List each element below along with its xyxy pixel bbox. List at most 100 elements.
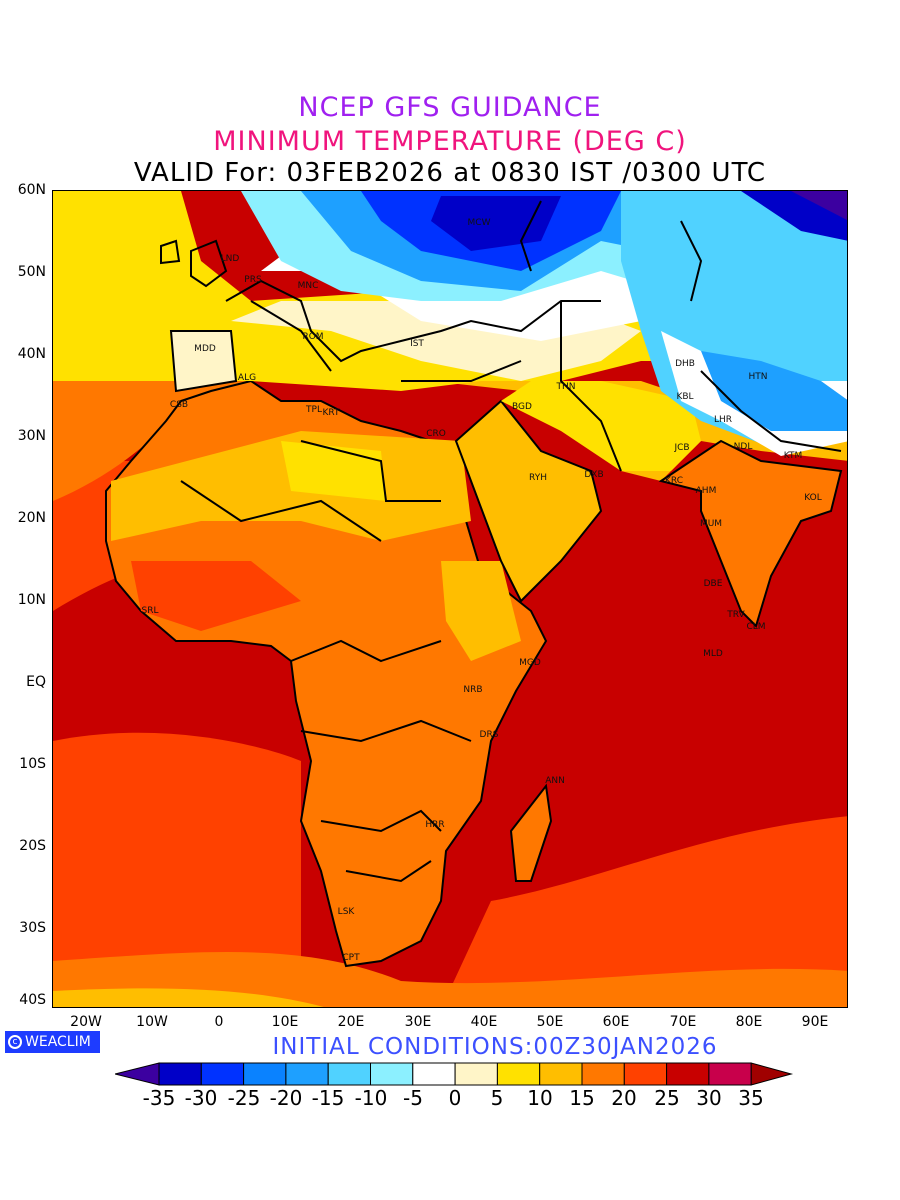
lon-label: 10W	[136, 1014, 168, 1030]
colorbar-label: -5	[403, 1086, 423, 1110]
city-label: MGD	[519, 658, 541, 668]
city-label: JCB	[674, 443, 690, 453]
lat-label: 50N	[17, 264, 46, 280]
colorbar-swatch	[496, 1062, 541, 1086]
colorbar-swatch	[327, 1062, 371, 1086]
city-label: DBE	[703, 579, 723, 589]
title-model: NCEP GFS GUIDANCE	[298, 92, 602, 123]
city-label: TRV	[727, 610, 745, 620]
colorbar-swatch	[581, 1062, 625, 1086]
city-label: ALG	[237, 373, 257, 383]
lat-label: 20S	[19, 838, 46, 854]
lat-label: 10N	[17, 592, 46, 608]
city-label: DHB	[675, 359, 695, 369]
colorbar-label: 15	[569, 1086, 595, 1110]
colorbar-label: 35	[738, 1086, 764, 1110]
city-label: MCW	[467, 218, 491, 228]
colorbar-swatch	[412, 1062, 456, 1086]
city-label: LND	[220, 254, 240, 264]
lon-label: 90E	[801, 1014, 829, 1030]
lat-label: 60N	[17, 182, 46, 198]
title-valid-time: VALID For: 03FEB2026 at 0830 IST /0300 U…	[133, 158, 767, 188]
title-variable: MINIMUM TEMPERATURE (DEG C)	[213, 126, 687, 157]
colorbar-arrow-low	[115, 1062, 160, 1086]
lon-label: 40E	[470, 1014, 498, 1030]
city-label: MNC	[297, 281, 319, 291]
city-label: RYH	[529, 473, 547, 483]
colorbar-swatch	[454, 1062, 498, 1086]
colorbar-label: 25	[654, 1086, 680, 1110]
city-label: LHR	[713, 415, 733, 425]
city-label: AHM	[695, 486, 717, 496]
lat-label: 30N	[17, 428, 46, 444]
weaclim-logo: c WEACLIM	[5, 1031, 100, 1053]
city-label: MLD	[703, 649, 723, 659]
initial-conditions: INITIAL CONDITIONS:00Z30JAN2026	[272, 1034, 718, 1060]
lon-label: 80E	[735, 1014, 763, 1030]
lat-label: EQ	[26, 674, 46, 690]
city-label: TPL	[306, 405, 322, 415]
colorbar-label: -20	[269, 1086, 303, 1110]
city-label: KTM	[783, 451, 803, 461]
city-label: CRO	[426, 429, 446, 439]
city-label: IST	[410, 339, 424, 349]
city-label: PRS	[244, 275, 262, 285]
lat-label: 40N	[17, 346, 46, 362]
city-label: MDD	[194, 344, 216, 354]
city-label: KRT	[322, 408, 340, 418]
lon-label: 0	[214, 1014, 224, 1030]
colorbar-label: 10	[527, 1086, 553, 1110]
city-label: DXB	[584, 470, 604, 480]
colorbar-swatch	[708, 1062, 752, 1086]
colorbar-label: 5	[490, 1086, 504, 1110]
colorbar-label: 0	[448, 1086, 462, 1110]
colorbar-swatch	[623, 1062, 668, 1086]
city-label: NDL	[733, 442, 753, 452]
colorbar-label: 30	[696, 1086, 722, 1110]
colorbar-label: -30	[184, 1086, 218, 1110]
colorbar-label: -15	[311, 1086, 345, 1110]
lat-label: 20N	[17, 510, 46, 526]
lat-label: 10S	[19, 756, 46, 772]
lat-label: 40S	[19, 992, 46, 1008]
colorbar-swatch	[200, 1062, 245, 1086]
city-label: SRL	[141, 606, 159, 616]
colorbar-label: -25	[227, 1086, 261, 1110]
city-label: BGD	[512, 402, 532, 412]
lat-label: 30S	[19, 920, 46, 936]
colorbar-swatch	[370, 1062, 414, 1086]
city-label: CPT	[342, 953, 360, 963]
colorbar-label: -35	[142, 1086, 176, 1110]
map-fields	[53, 191, 847, 1007]
city-label: ANN	[545, 776, 565, 786]
colorbar-swatch	[285, 1062, 329, 1086]
colorbar-swatch	[666, 1062, 710, 1086]
colorbar-swatch	[158, 1062, 202, 1086]
colorbar-arrow-high	[750, 1062, 794, 1086]
temperature-map: MCW LND PRS MNC ROM MDD IST ALG CSB TPL …	[52, 190, 848, 1008]
lon-label: 20W	[70, 1014, 102, 1030]
lon-label: 20E	[337, 1014, 365, 1030]
lon-label: 70E	[669, 1014, 697, 1030]
colorbar-swatch	[539, 1062, 583, 1086]
city-label: NRB	[463, 685, 483, 695]
lon-label: 60E	[602, 1014, 630, 1030]
colorbar-swatch	[243, 1062, 287, 1086]
colorbar-label: -10	[354, 1086, 388, 1110]
city-label: KOL	[804, 493, 822, 503]
city-label: CLM	[746, 622, 766, 632]
city-label: HTN	[748, 372, 768, 382]
city-label: THN	[556, 382, 576, 392]
city-label: MUM	[699, 519, 723, 529]
colorbar-label: 20	[611, 1086, 637, 1110]
city-label: LSK	[337, 907, 355, 917]
copyright-icon: c	[8, 1035, 22, 1049]
lon-label: 10E	[271, 1014, 299, 1030]
city-label: DRS	[479, 730, 499, 740]
city-label: HRR	[425, 820, 445, 830]
city-label: CSB	[169, 400, 189, 410]
logo-text: WEACLIM	[25, 1034, 91, 1050]
lon-label: 50E	[536, 1014, 564, 1030]
colorbar	[115, 1062, 794, 1086]
city-label: KBL	[676, 392, 694, 402]
